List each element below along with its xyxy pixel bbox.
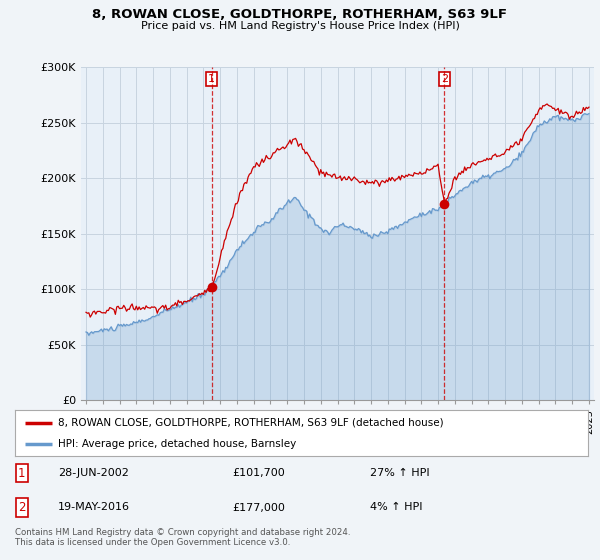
Text: 1: 1 <box>18 467 26 480</box>
Text: 19-MAY-2016: 19-MAY-2016 <box>58 502 130 512</box>
Text: Price paid vs. HM Land Registry's House Price Index (HPI): Price paid vs. HM Land Registry's House … <box>140 21 460 31</box>
Text: 8, ROWAN CLOSE, GOLDTHORPE, ROTHERHAM, S63 9LF (detached house): 8, ROWAN CLOSE, GOLDTHORPE, ROTHERHAM, S… <box>58 418 443 428</box>
Text: 28-JUN-2002: 28-JUN-2002 <box>58 468 129 478</box>
Text: 4% ↑ HPI: 4% ↑ HPI <box>370 502 423 512</box>
Text: 8, ROWAN CLOSE, GOLDTHORPE, ROTHERHAM, S63 9LF: 8, ROWAN CLOSE, GOLDTHORPE, ROTHERHAM, S… <box>92 8 508 21</box>
Text: £101,700: £101,700 <box>233 468 286 478</box>
Text: 1: 1 <box>208 74 215 84</box>
Text: 2: 2 <box>441 74 448 84</box>
Text: 27% ↑ HPI: 27% ↑ HPI <box>370 468 430 478</box>
Text: £177,000: £177,000 <box>233 502 286 512</box>
Text: 2: 2 <box>18 501 26 514</box>
Text: Contains HM Land Registry data © Crown copyright and database right 2024.
This d: Contains HM Land Registry data © Crown c… <box>15 528 350 547</box>
Text: HPI: Average price, detached house, Barnsley: HPI: Average price, detached house, Barn… <box>58 439 296 449</box>
